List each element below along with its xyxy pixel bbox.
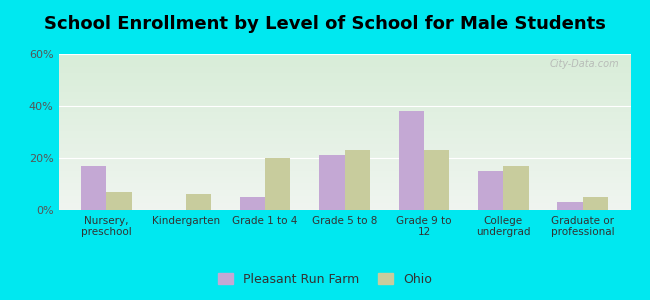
Legend: Pleasant Run Farm, Ohio: Pleasant Run Farm, Ohio [213,268,437,291]
Bar [558,202,583,210]
Bar [106,192,131,210]
Text: City-Data.com: City-Data.com [549,59,619,69]
Bar [424,150,449,210]
Bar [319,155,344,210]
Bar [583,197,608,210]
Bar [265,158,291,210]
Bar [478,171,503,210]
Text: School Enrollment by Level of School for Male Students: School Enrollment by Level of School for… [44,15,606,33]
Bar [398,111,424,210]
Bar [503,166,529,210]
Bar [344,150,370,210]
Bar [186,194,211,210]
Bar [240,197,265,210]
Bar [81,166,106,210]
